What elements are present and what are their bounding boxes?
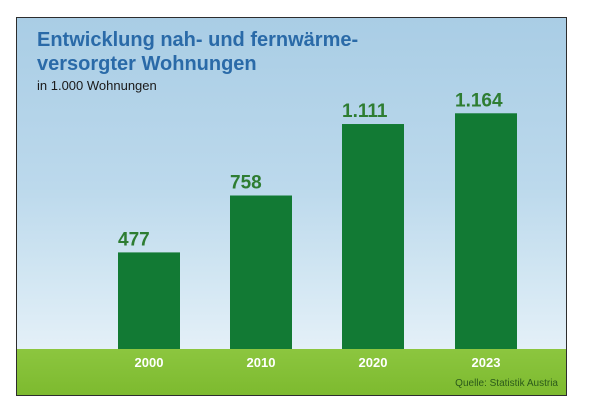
bar-2010 <box>230 195 292 349</box>
value-label-2000: 477 <box>118 229 150 250</box>
value-label-2010: 758 <box>230 173 262 194</box>
chart-title-line1: Entwicklung nah- und fernwärme- <box>37 29 359 51</box>
bar-2020 <box>342 124 404 350</box>
grass-ground <box>17 349 566 395</box>
bar-2023 <box>455 113 517 349</box>
bar-2000 <box>118 252 180 349</box>
value-label-2023: 1.164 <box>455 90 503 111</box>
category-label-2023: 2023 <box>472 355 501 370</box>
chart-frame: Entwicklung nah- und fernwärme- versorgt… <box>16 17 567 396</box>
value-label-2020: 1.111 <box>342 101 388 122</box>
chart-subtitle: in 1.000 Wohnungen <box>37 78 157 93</box>
chart-title-line2: versorgter Wohnungen <box>37 53 257 75</box>
chart-title: Entwicklung nah- und fernwärme- versorgt… <box>37 28 358 76</box>
category-label-2010: 2010 <box>247 355 276 370</box>
category-label-2020: 2020 <box>359 355 388 370</box>
bar-chart: 477 2000 758 2010 1.111 2020 1.164 2023 <box>118 90 517 370</box>
source-note: Quelle: Statistik Austria <box>455 378 558 389</box>
category-label-2000: 2000 <box>135 355 164 370</box>
